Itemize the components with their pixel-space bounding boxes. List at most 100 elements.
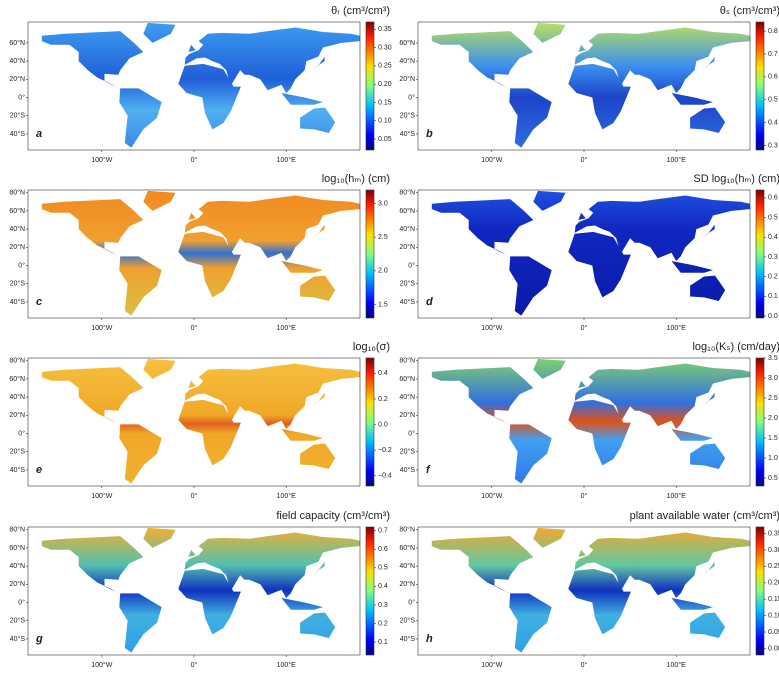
colorbar-tick-label: 0.4 xyxy=(378,583,388,590)
lon-tick-label: 100°E xyxy=(277,492,296,500)
lat-tick-label: 0° xyxy=(408,429,415,437)
colorbar-tick-label: 1.5 xyxy=(378,301,388,308)
lat-tick-label: 40°N xyxy=(9,57,25,65)
colorbar-tick-label: 0.05 xyxy=(768,629,779,636)
panel-letter: c xyxy=(36,296,42,308)
lon-tick-label: 100°E xyxy=(277,156,296,164)
lat-tick-label: 20°N xyxy=(399,411,415,419)
lat-tick-label: 20°S xyxy=(10,448,26,456)
lat-tick-label: 40°S xyxy=(400,466,416,474)
panel-title: log₁₀(Kₛ) (cm/day) xyxy=(692,341,779,353)
colorbar-tick-label: 2.5 xyxy=(378,234,388,241)
lon-tick-label: 100°E xyxy=(667,492,686,500)
lon-tick-label: 100°E xyxy=(277,661,296,669)
lon-tick-label: 100°E xyxy=(667,156,686,164)
colorbar-tick-label: 0.1 xyxy=(768,293,778,300)
lon-tick-label: 100°E xyxy=(667,661,686,669)
lat-tick-label: 80°N xyxy=(399,526,415,534)
lat-tick-label: 40°S xyxy=(10,298,26,306)
lon-tick-label: 100°E xyxy=(667,324,686,332)
lat-tick-label: 0° xyxy=(408,93,415,101)
lat-tick-label: 80°N xyxy=(399,357,415,365)
land-map xyxy=(431,527,750,653)
colorbar-tick-label: 0.10 xyxy=(378,118,392,125)
lat-tick-label: 20°S xyxy=(10,617,26,625)
lat-tick-label: 0° xyxy=(408,598,415,606)
panel-letter: e xyxy=(36,464,42,476)
colorbar-tick-label: 0.25 xyxy=(768,563,779,570)
lat-tick-label: 0° xyxy=(18,429,25,437)
lon-tick-label: 0° xyxy=(191,324,198,332)
colorbar xyxy=(755,526,765,656)
lat-tick-label: 80°N xyxy=(9,526,25,534)
lat-tick-label: 20°S xyxy=(400,112,416,120)
lat-tick-label: 40°S xyxy=(400,635,416,643)
lat-tick-label: 60°N xyxy=(399,375,415,383)
colorbar xyxy=(365,526,375,656)
lat-tick-label: 60°N xyxy=(9,207,25,215)
lat-tick-label: 60°N xyxy=(9,544,25,552)
colorbar-tick-label: 0.35 xyxy=(378,26,392,33)
colorbar-tick-label: 0.4 xyxy=(378,370,388,377)
colorbar xyxy=(755,357,765,487)
colorbar-tick-label: 1.5 xyxy=(768,435,778,442)
land-map xyxy=(431,22,750,148)
colorbar-tick-label: 0.6 xyxy=(768,74,778,81)
lon-tick-label: 100°E xyxy=(277,324,296,332)
lon-tick-label: 100°W xyxy=(481,492,502,500)
lat-tick-label: 80°N xyxy=(9,189,25,197)
lat-tick-label: 40°S xyxy=(10,635,26,643)
lat-tick-label: 60°N xyxy=(9,39,25,47)
colorbar-tick-label: 0.20 xyxy=(378,81,392,88)
panel-title: log₁₀(hₘ) (cm) xyxy=(322,173,390,185)
lon-tick-label: 0° xyxy=(191,156,198,164)
lon-tick-label: 100°W xyxy=(481,324,502,332)
lat-tick-label: 40°N xyxy=(9,225,25,233)
colorbar xyxy=(755,189,765,319)
panel-letter: g xyxy=(35,633,43,645)
lat-tick-label: 0° xyxy=(18,261,25,269)
colorbar-tick-label: 0.3 xyxy=(768,254,778,261)
colorbar-tick-label: 0.20 xyxy=(768,580,779,587)
colorbar-tick-label: 0.2 xyxy=(378,620,388,627)
panel-letter: a xyxy=(36,128,42,140)
lon-tick-label: 0° xyxy=(581,324,588,332)
lat-tick-label: 80°N xyxy=(9,357,25,365)
lat-tick-label: 40°S xyxy=(400,130,416,138)
colorbar-tick-label: 0.6 xyxy=(378,546,388,553)
colorbar-tick-label: 0.4 xyxy=(768,234,778,241)
lat-tick-label: 20°S xyxy=(400,280,416,288)
lat-tick-label: 60°N xyxy=(9,375,25,383)
colorbar-tick-label: 0.7 xyxy=(378,528,388,535)
colorbar-tick-label: 0.0 xyxy=(768,313,778,320)
lat-tick-label: 20°N xyxy=(9,75,25,83)
colorbar-tick-label: 0.30 xyxy=(378,44,392,51)
colorbar-tick-label: 0.3 xyxy=(378,602,388,609)
lat-tick-label: 40°S xyxy=(10,130,26,138)
colorbar-tick-label: 0.30 xyxy=(768,547,779,554)
lat-tick-label: 20°S xyxy=(10,280,26,288)
lat-tick-label: 20°N xyxy=(9,243,25,251)
panel-title: log₁₀(σ) xyxy=(353,341,390,353)
land-map xyxy=(41,527,360,653)
colorbar xyxy=(365,357,375,487)
lon-tick-label: 100°W xyxy=(91,661,112,669)
colorbar-tick-label: 0.00 xyxy=(768,645,779,652)
colorbar-tick-label: 0.6 xyxy=(768,195,778,202)
colorbar-tick-label: 1.0 xyxy=(768,455,778,462)
colorbar-tick-label: 3.5 xyxy=(768,355,778,362)
lon-tick-label: 0° xyxy=(191,492,198,500)
colorbar-tick-label: 0.15 xyxy=(378,99,392,106)
lat-tick-label: 40°N xyxy=(399,393,415,401)
colorbar-tick-label: 0.5 xyxy=(768,214,778,221)
panel-title: θᵣ (cm³/cm³) xyxy=(331,5,390,17)
panel-letter: f xyxy=(426,464,431,476)
lon-tick-label: 100°W xyxy=(91,492,112,500)
colorbar-tick-label: 0.1 xyxy=(378,639,388,646)
lat-tick-label: 20°S xyxy=(400,617,416,625)
lon-tick-label: 100°W xyxy=(91,156,112,164)
panel-letter: b xyxy=(426,128,433,140)
colorbar-tick-label: 3.0 xyxy=(768,375,778,382)
lat-tick-label: 40°N xyxy=(9,562,25,570)
